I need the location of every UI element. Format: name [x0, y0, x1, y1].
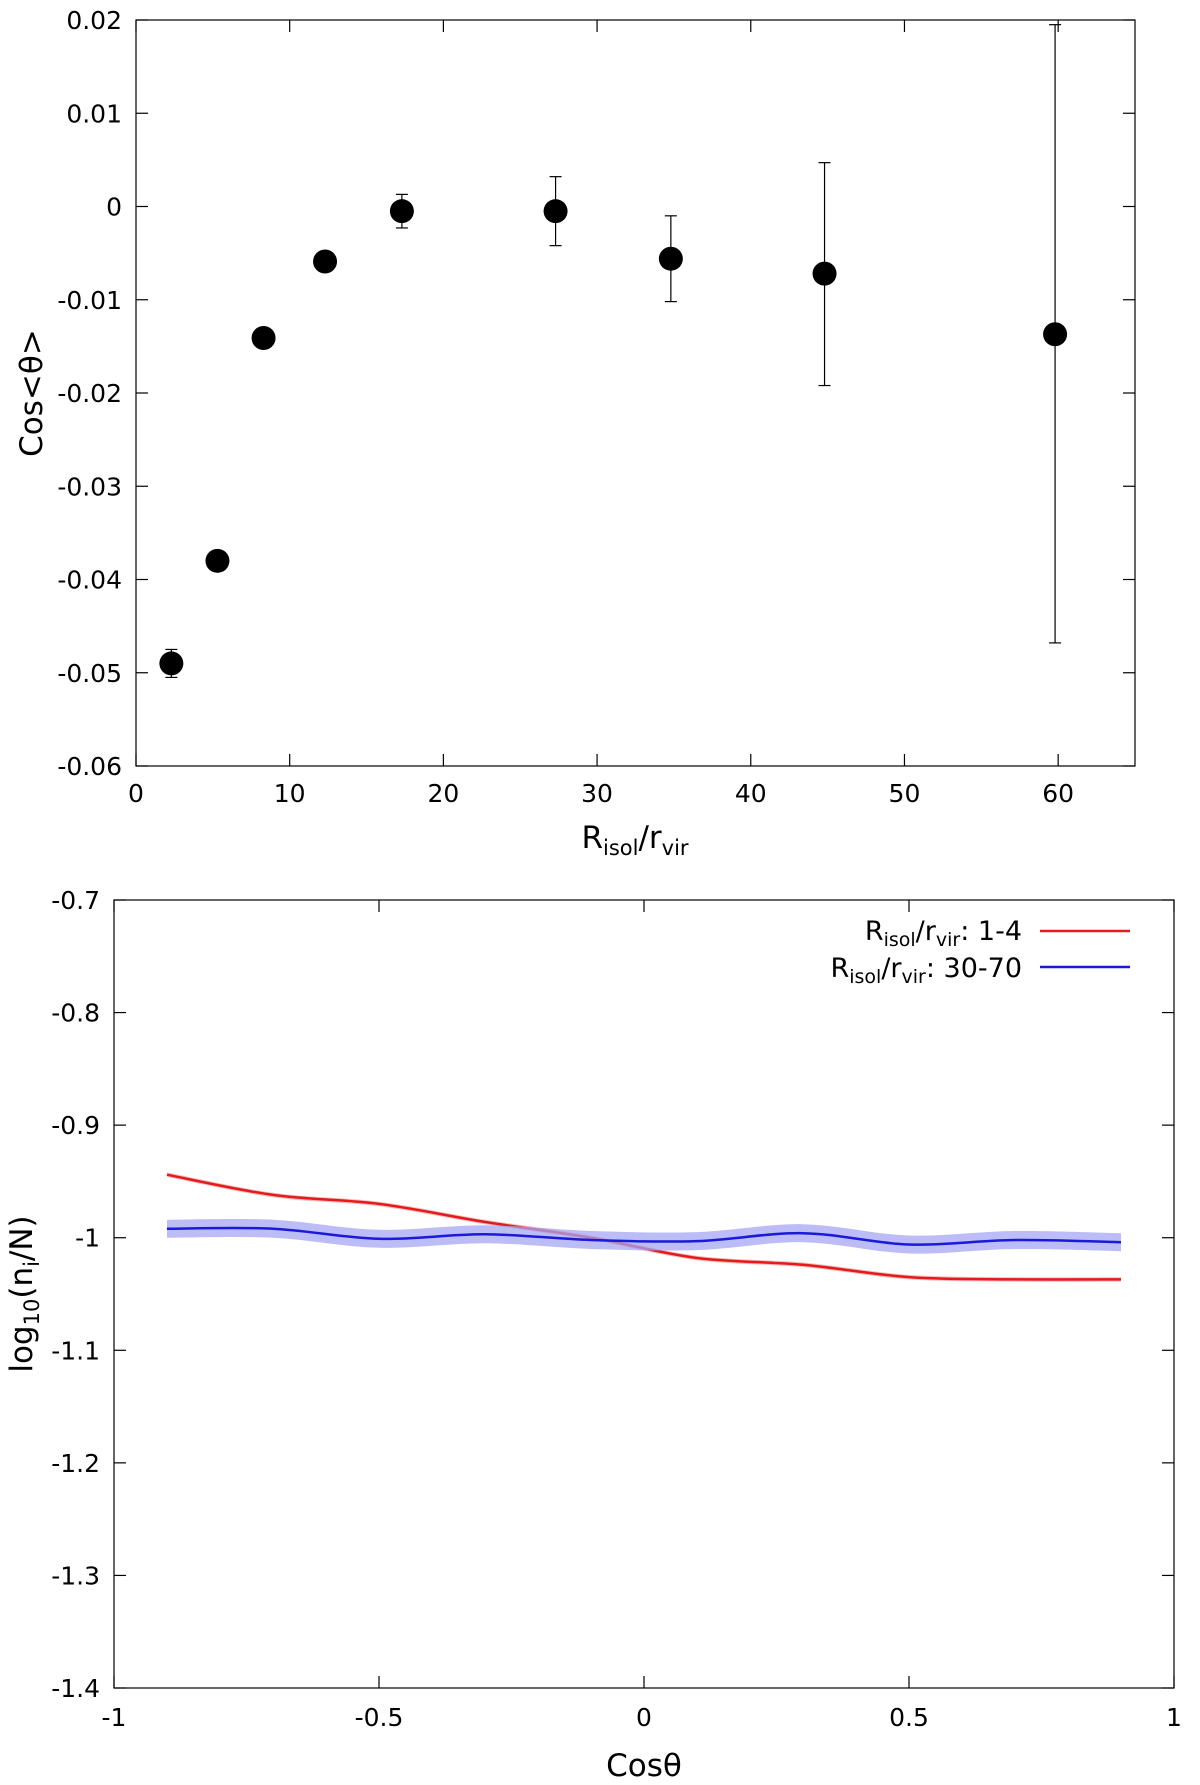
top-x-tick-label: 40 — [735, 779, 767, 808]
top-y-axis-label: Cos<θ> — [14, 329, 50, 457]
legend-2-sub1: isol — [849, 966, 881, 988]
top-x-axis-label-sub1: isol — [603, 836, 638, 860]
bottom-y-tick-label: -0.8 — [51, 999, 100, 1028]
bottom-plot-frame — [113, 899, 1175, 1689]
data-point — [205, 548, 230, 573]
top-x-tick-labels: 0 10 20 30 40 50 60 — [128, 779, 1074, 808]
bottom-y-tick-label: -1.4 — [51, 1674, 100, 1703]
top-data-point-group — [1043, 24, 1068, 644]
legend-label-series-1: Risol/rvir: 1-4 — [865, 916, 1022, 951]
bottom-x-tick-label: -0.5 — [355, 1703, 404, 1732]
top-tick-marks — [135, 19, 1135, 767]
legend-2-sub2: vir — [902, 966, 927, 988]
top-plot-frame — [135, 19, 1136, 767]
top-x-tick-label: 50 — [889, 779, 921, 808]
bottom-y-tick-label: -0.9 — [51, 1111, 100, 1140]
top-data-points — [159, 24, 1068, 679]
top-y-tick-label: 0.02 — [66, 6, 122, 35]
top-x-axis-label: Risol/rvir — [581, 820, 688, 860]
top-data-point-group — [313, 249, 338, 274]
top-x-axis-label-base: R — [581, 820, 603, 856]
bottom-y-tick-label: -1.3 — [51, 1561, 100, 1590]
data-point — [1043, 322, 1068, 347]
series-2-line — [166, 1226, 1122, 1246]
bottom-y-axis-label: log10(ni/N) — [4, 1215, 44, 1372]
top-y-tick-label: -0.03 — [57, 472, 122, 501]
data-point — [812, 261, 837, 286]
data-point — [313, 249, 338, 274]
legend-2-post: : 30-70 — [926, 953, 1022, 984]
bottom-y-label-pre: log — [4, 1325, 40, 1372]
bottom-x-axis-label: Cosθ — [606, 1748, 682, 1784]
top-data-point-group — [251, 325, 276, 350]
legend-1-sub2: vir — [936, 929, 961, 951]
top-x-tick-label: 10 — [274, 779, 306, 808]
bottom-y-tick-label: -1.1 — [51, 1336, 100, 1365]
bottom-panel: -1 -0.5 0 0.5 1 -1.4 -1.3 -1.2 -1.1 -1 -0.9 -0.8 -0… — [4, 886, 1182, 1784]
top-panel: 0 10 20 30 40 50 60 -0.06-0.05-0.04-0.03-0.02-… — [14, 6, 1136, 860]
legend-1-post: : 1-4 — [960, 916, 1022, 947]
data-point — [251, 325, 276, 350]
top-data-point-group — [205, 548, 230, 573]
top-y-tick-label: 0 — [106, 193, 122, 222]
top-y-tick-label: -0.04 — [57, 566, 122, 595]
bottom-y-label-sub1: 10 — [20, 1299, 44, 1326]
legend-2-mid: /r — [881, 953, 902, 984]
top-y-tick-label: -0.01 — [57, 286, 122, 315]
data-point — [159, 651, 184, 676]
bottom-y-tick-label: -1 — [75, 1224, 100, 1253]
legend-1-sub1: isol — [884, 929, 916, 951]
data-point — [389, 199, 414, 224]
top-y-tick-label: -0.05 — [57, 659, 122, 688]
bottom-x-tick-labels: -1 -0.5 0 0.5 1 — [102, 1703, 1182, 1732]
legend: Risol/rvir: 1-4 Risol/rvir: 30-70 — [830, 916, 1130, 988]
top-y-tick-label: -0.02 — [57, 379, 122, 408]
bottom-y-label-mid1: (n — [4, 1267, 40, 1299]
top-data-point-group — [389, 193, 414, 229]
top-data-point-group — [812, 162, 837, 387]
top-x-tick-label: 20 — [427, 779, 459, 808]
top-x-tick-label: 30 — [581, 779, 613, 808]
bottom-tick-marks — [113, 899, 1175, 1689]
top-data-point-group — [658, 215, 683, 303]
top-x-tick-label: 60 — [1042, 779, 1074, 808]
legend-1-base: R — [865, 916, 884, 947]
top-x-tick-label: 0 — [128, 779, 144, 808]
legend-label-series-2: Risol/rvir: 30-70 — [830, 953, 1022, 988]
bottom-y-label-sub2: i — [20, 1261, 44, 1267]
bottom-series-group — [166, 1172, 1122, 1282]
top-y-tick-label: 0.01 — [66, 99, 122, 128]
bottom-y-tick-label: -1.2 — [51, 1449, 100, 1478]
top-y-tick-label: -0.06 — [57, 752, 122, 781]
bottom-y-tick-label: -0.7 — [51, 886, 100, 915]
bottom-x-tick-label: -1 — [102, 1703, 127, 1732]
bottom-x-tick-label: 1 — [1166, 1703, 1182, 1732]
legend-1-mid: /r — [916, 916, 937, 947]
top-data-point-group — [159, 648, 184, 679]
top-data-point-group — [543, 176, 568, 247]
bottom-x-tick-label: 0.5 — [889, 1703, 929, 1732]
top-x-axis-label-sub2: vir — [662, 836, 689, 860]
legend-2-base: R — [830, 953, 849, 984]
series-2-group — [166, 1218, 1122, 1254]
bottom-y-label-post: /N) — [4, 1215, 40, 1261]
data-point — [543, 199, 568, 224]
top-y-tick-labels: -0.06 -0.05 -0.04 -0.03 -0.02 -0.01 0 0.01 0.02 — [57, 6, 122, 781]
data-point — [658, 246, 683, 271]
series-2-error-band — [167, 1218, 1121, 1254]
bottom-x-tick-label: 0 — [636, 1703, 652, 1732]
bottom-y-tick-labels: -1.4 -1.3 -1.2 -1.1 -1 -0.9 -0.8 -0.7 — [51, 886, 100, 1703]
top-x-axis-label-mid: /r — [638, 820, 661, 856]
